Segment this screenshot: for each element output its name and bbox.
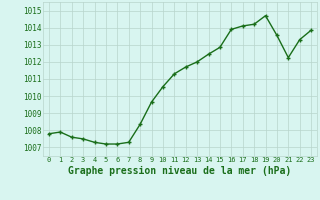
X-axis label: Graphe pression niveau de la mer (hPa): Graphe pression niveau de la mer (hPa) [68, 166, 292, 176]
